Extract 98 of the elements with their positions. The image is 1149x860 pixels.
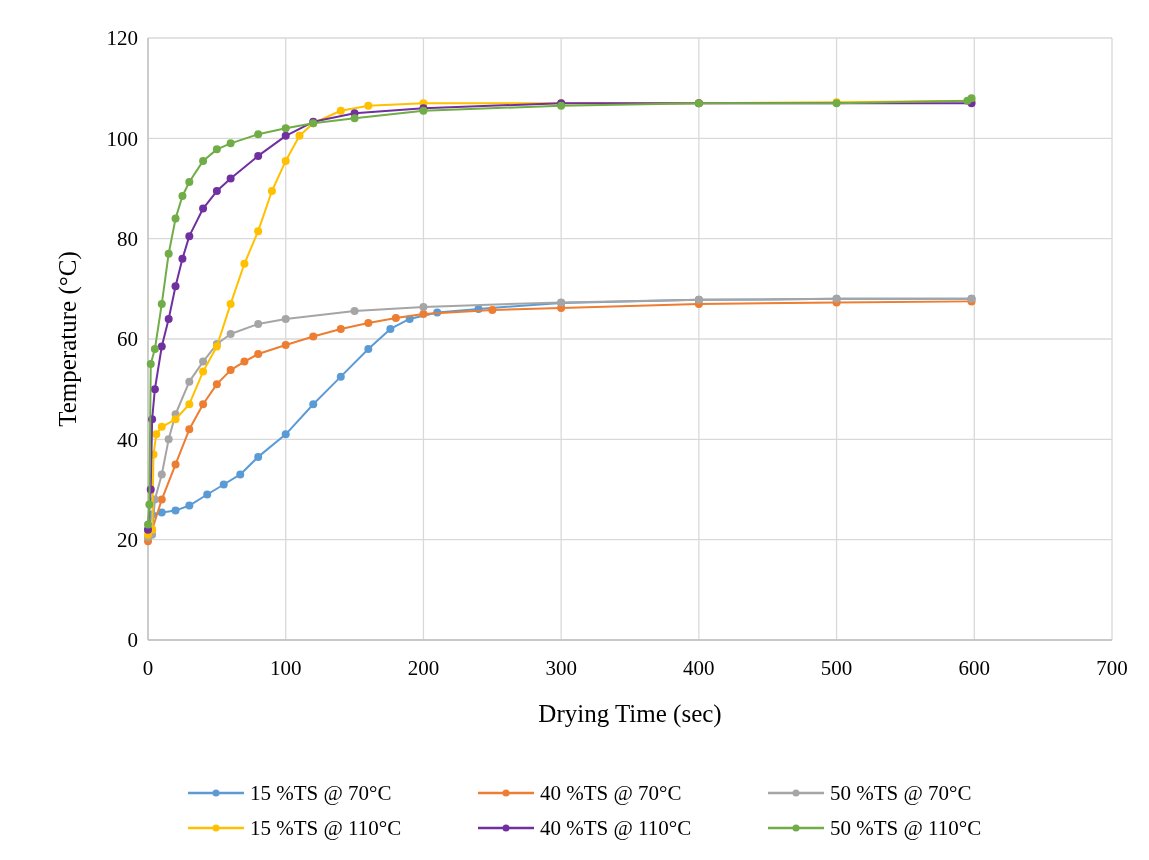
point bbox=[350, 114, 359, 123]
point bbox=[171, 506, 180, 515]
point bbox=[199, 357, 208, 366]
point bbox=[178, 254, 187, 263]
point bbox=[212, 145, 221, 154]
point bbox=[185, 425, 194, 434]
point bbox=[295, 131, 304, 140]
point bbox=[364, 101, 373, 110]
y-tick-label: 20 bbox=[117, 528, 138, 553]
point bbox=[185, 377, 194, 386]
point bbox=[157, 470, 166, 479]
point bbox=[199, 400, 208, 409]
legend-label: 15 %TS @ 110°C bbox=[250, 816, 402, 841]
point bbox=[212, 187, 221, 196]
point bbox=[281, 131, 290, 140]
x-tick-label: 200 bbox=[407, 656, 440, 680]
point bbox=[364, 345, 373, 354]
x-axis-title: Drying Time (sec) bbox=[538, 700, 722, 728]
point bbox=[199, 367, 208, 376]
point bbox=[226, 366, 235, 375]
point bbox=[281, 124, 290, 133]
point bbox=[419, 302, 428, 311]
point bbox=[199, 156, 208, 165]
point bbox=[364, 318, 373, 327]
point bbox=[203, 490, 212, 499]
point bbox=[391, 313, 400, 322]
x-tick-label: 400 bbox=[683, 656, 715, 680]
y-tick-label: 40 bbox=[117, 427, 138, 452]
point bbox=[386, 324, 395, 333]
point bbox=[226, 299, 235, 308]
point bbox=[336, 372, 345, 381]
point bbox=[281, 314, 290, 323]
point bbox=[185, 501, 194, 510]
point bbox=[157, 495, 166, 504]
point bbox=[236, 470, 245, 479]
point bbox=[157, 342, 166, 351]
point bbox=[219, 480, 228, 489]
point bbox=[254, 452, 263, 461]
point bbox=[145, 500, 154, 509]
x-tick-label: 600 bbox=[958, 656, 991, 680]
point bbox=[178, 192, 187, 201]
point bbox=[240, 259, 249, 268]
y-tick-label: 120 bbox=[106, 26, 138, 51]
point bbox=[171, 460, 180, 469]
point bbox=[212, 380, 221, 389]
legend-label: 50 %TS @ 70°C bbox=[830, 781, 972, 806]
point bbox=[309, 400, 318, 409]
point bbox=[146, 360, 155, 369]
point bbox=[267, 187, 276, 196]
y-tick-label: 60 bbox=[117, 327, 138, 352]
legend-label: 40 %TS @ 110°C bbox=[540, 816, 692, 841]
point bbox=[144, 520, 152, 529]
point bbox=[171, 282, 180, 291]
legend-label: 40 %TS @ 70°C bbox=[540, 781, 682, 806]
point bbox=[254, 350, 263, 359]
point bbox=[419, 309, 428, 318]
point bbox=[350, 306, 359, 315]
point bbox=[152, 430, 161, 439]
point bbox=[185, 177, 194, 186]
point bbox=[150, 385, 159, 394]
point bbox=[254, 227, 263, 236]
point bbox=[254, 319, 263, 328]
point bbox=[185, 400, 194, 409]
point bbox=[171, 415, 180, 424]
point bbox=[171, 214, 180, 223]
x-tick-label: 300 bbox=[545, 656, 577, 680]
x-tick-label: 500 bbox=[820, 656, 853, 680]
point bbox=[309, 332, 318, 341]
point bbox=[164, 249, 173, 258]
y-tick-label: 0 bbox=[127, 628, 138, 653]
point bbox=[157, 422, 166, 431]
x-tick-label: 700 bbox=[1096, 656, 1128, 680]
point bbox=[336, 106, 345, 115]
point bbox=[254, 151, 263, 160]
y-tick-label: 80 bbox=[117, 227, 138, 252]
y-tick-label: 100 bbox=[106, 126, 138, 151]
point bbox=[336, 324, 345, 333]
point bbox=[226, 174, 235, 183]
x-tick-label: 0 bbox=[142, 656, 154, 680]
x-tick-label: 100 bbox=[269, 656, 302, 680]
point bbox=[164, 314, 173, 323]
point bbox=[281, 430, 290, 439]
point bbox=[150, 345, 159, 354]
point bbox=[164, 435, 173, 444]
point bbox=[281, 156, 290, 165]
point bbox=[199, 204, 208, 213]
legend-label: 50 %TS @ 110°C bbox=[830, 816, 982, 841]
y-axis-title: Temperature (°C) bbox=[54, 251, 82, 427]
point bbox=[488, 305, 497, 314]
point bbox=[281, 341, 290, 350]
point bbox=[226, 329, 235, 338]
point bbox=[240, 357, 249, 366]
point bbox=[254, 130, 263, 139]
point bbox=[226, 139, 235, 148]
point bbox=[185, 232, 194, 241]
point bbox=[157, 299, 166, 308]
legend-label: 15 %TS @ 70°C bbox=[250, 781, 392, 806]
point bbox=[157, 508, 166, 517]
